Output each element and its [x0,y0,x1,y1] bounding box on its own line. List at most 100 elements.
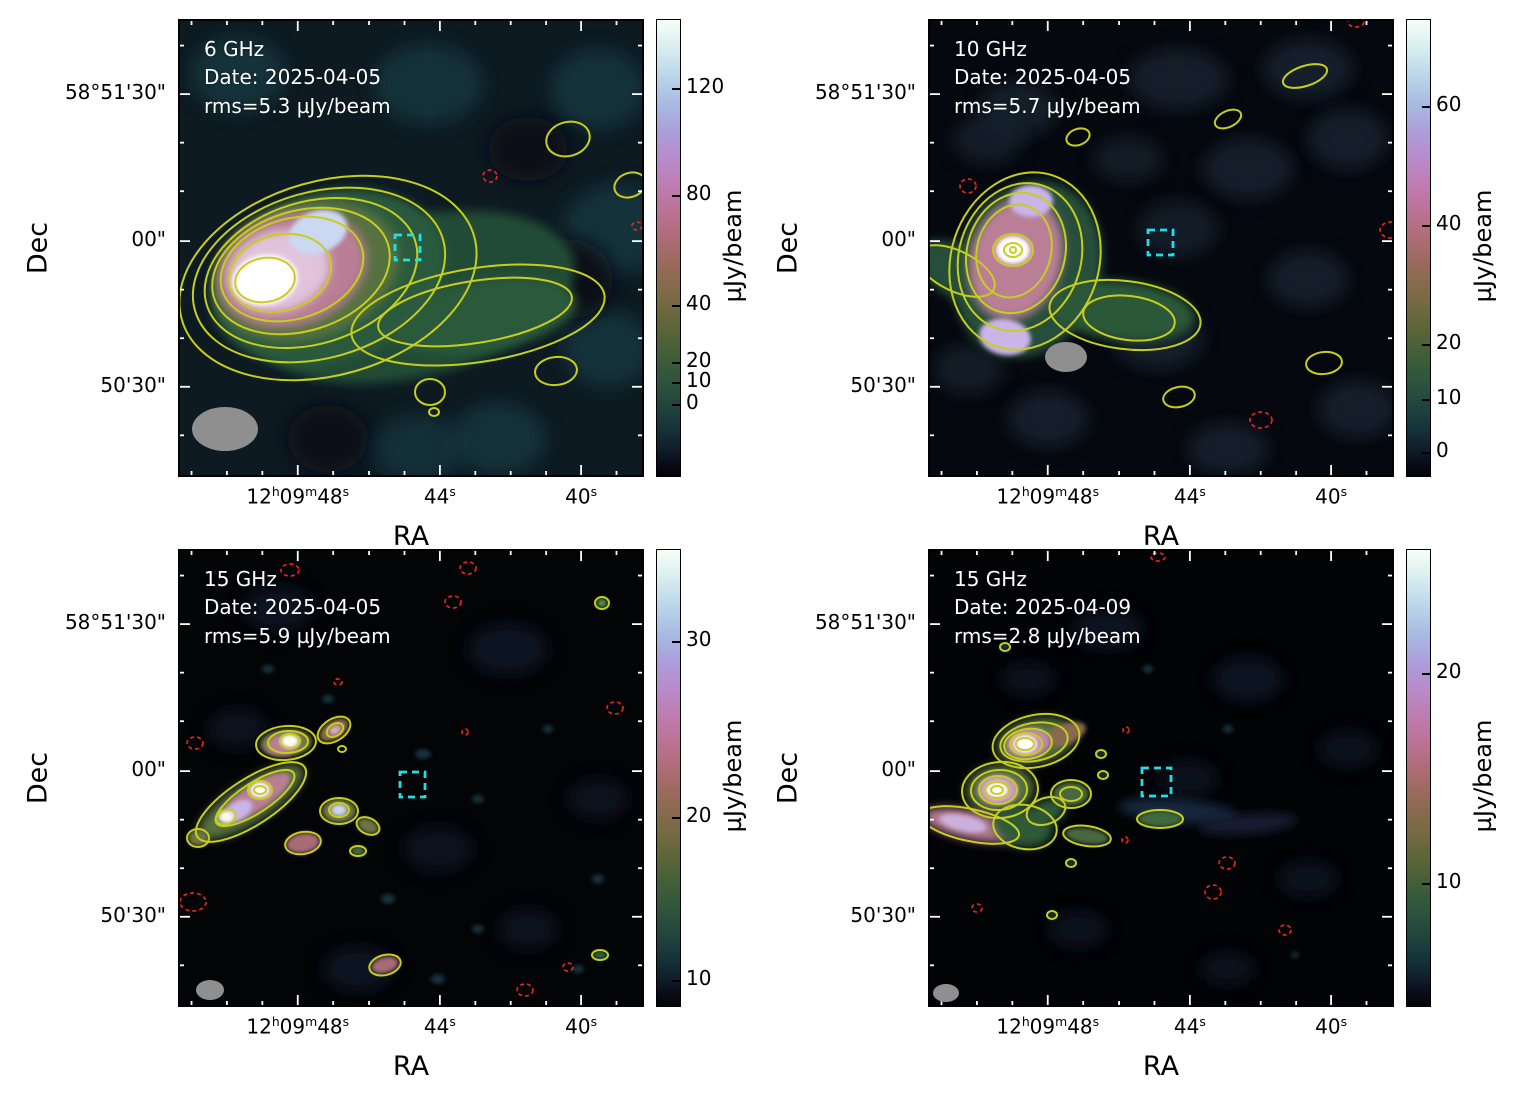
contour [253,785,267,795]
negative-contour [1122,726,1130,734]
intensity-blob [563,311,644,387]
x-tick-label: 12h09m48s [246,484,350,509]
colorbar-tick [1422,225,1430,228]
contour [984,781,1010,799]
intensity-blob [1318,381,1394,437]
sky-map-canvas [928,549,1394,1007]
intensity-blob [322,695,334,703]
colorbar-tick [672,362,680,365]
negative-contour [1218,856,1236,870]
contour [956,182,1084,332]
intensity-blob [262,665,274,673]
contour [279,733,301,749]
intensity-blob [986,782,1008,798]
negative-contour [1121,836,1129,844]
negative-contour [482,169,498,183]
colorbar-tick-label: 40 [686,291,712,316]
intensity-blob [933,344,1003,394]
contour [337,745,347,753]
contour [928,244,996,298]
intensity-blob [1278,861,1338,897]
contour [1050,779,1092,809]
contour [978,775,1018,805]
intensity-blob [190,36,286,112]
colorbar-tick [672,979,680,982]
colorbar-tick-label: 10 [686,367,712,392]
colorbar [656,19,681,477]
colorbar-tick [1422,451,1430,454]
contour [975,203,1053,299]
negative-contour [1249,411,1273,429]
colorbar-tick [672,195,680,198]
beam-ellipse [192,407,258,451]
panel-15ghz-apr05: 15 GHz Date: 2025-04-05 rms=5.9 µJy/beam… [0,549,760,1098]
intensity-blob [329,725,341,735]
target-marker [393,233,422,262]
negative-contour [1347,19,1365,28]
x-tick-label: 12h09m48s [996,1014,1100,1039]
negative-contour [1379,221,1394,239]
x-tick-label: 40s [565,484,598,509]
contour [1009,732,1043,756]
negative-contour [333,678,343,686]
map-15ghz-apr09: 15 GHz Date: 2025-04-09 rms=2.8 µJy/beam [928,549,1394,1007]
ra-axis-label: RA [1142,521,1180,552]
contour [319,797,359,825]
negative-contour [971,903,983,913]
intensity-blob [1138,201,1218,257]
contour [1059,786,1083,802]
intensity-blob [550,49,644,129]
negative-contour [562,962,574,972]
intensity-blob [431,974,445,984]
negative-contour [606,701,624,715]
contour [214,768,296,828]
plot-border [178,19,644,477]
contour [534,355,578,387]
panel-annotation: 6 GHz Date: 2025-04-05 rms=5.3 µJy/beam [204,37,391,118]
contour [1065,858,1077,868]
negative-contour [959,178,977,194]
colorbar-tick [672,305,680,308]
negative-contour [1150,552,1166,562]
y-tick-label: 00" [131,227,166,252]
negative-contour [1278,924,1292,936]
contour [1162,385,1196,409]
target-marker [1140,766,1173,798]
intensity-blob [498,909,558,949]
sky-map-canvas [178,549,644,1007]
y-tick-label: 00" [881,757,916,782]
intensity-blob [1198,813,1298,835]
intensity-blob [415,749,431,759]
colorbar-unit-label: µJy/beam [719,719,747,833]
intensity-blob [1318,731,1378,767]
panel-annotation: 15 GHz Date: 2025-04-09 rms=2.8 µJy/beam [954,567,1141,648]
contour [194,761,308,843]
intensity-blob [1138,811,1182,827]
ra-axis-label: RA [392,1051,430,1082]
panel-15ghz-apr09: 15 GHz Date: 2025-04-09 rms=2.8 µJy/beam… [760,549,1520,1098]
contour [964,191,1068,315]
contour [1136,809,1184,829]
intensity-blob [472,925,484,933]
colorbar-tick-label: 10 [1436,869,1462,894]
y-tick-label: 00" [881,227,916,252]
intensity-blob [996,236,1030,264]
intensity-blob [1073,609,1143,649]
intensity-blob [1143,665,1153,673]
contour [992,803,1058,851]
intensity-blob [1000,663,1056,695]
intensity-blob [1066,859,1076,867]
intensity-blob [403,827,473,871]
y-tick-label: 50'30" [100,902,166,927]
colorbar-tick-label: 0 [686,389,699,414]
contour [255,724,317,762]
colorbar-tick [1422,883,1430,886]
colorbar [656,549,681,1007]
contour [203,196,419,350]
x-tick-label: 44s [423,484,456,509]
intensity-blob [1200,953,1256,985]
intensity-blob [1203,139,1293,199]
contour [227,232,333,314]
intensity-blob [373,414,463,477]
